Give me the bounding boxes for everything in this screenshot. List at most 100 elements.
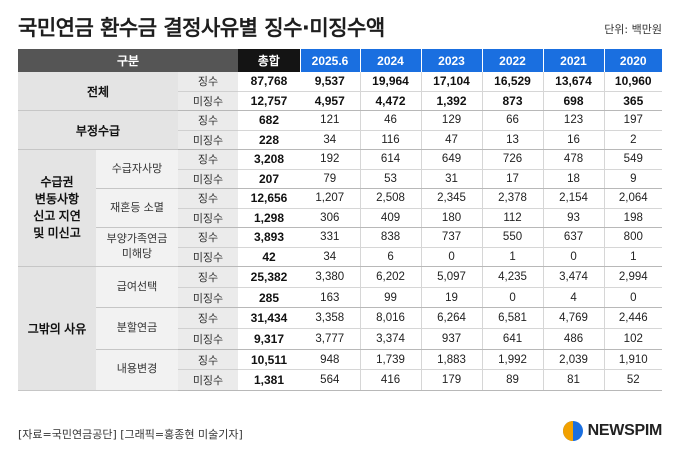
table-row: 수급권 변동사항 신고 지연 및 미신고 수급자사망 징수 3,208 192 … [18, 149, 663, 267]
value-cell: 641 [481, 328, 544, 350]
header-year: 2020 [603, 49, 663, 72]
total-cell: 42 [238, 247, 301, 267]
sub-label-content-change: 내용변경 [96, 349, 178, 392]
value-cell: 873 [481, 91, 544, 111]
total-cell: 12,757 [238, 91, 301, 111]
value-cell: 737 [420, 227, 483, 248]
total-cell: 207 [238, 169, 301, 189]
value-cell: 180 [420, 208, 483, 228]
value-cell: 486 [542, 328, 605, 350]
total-cell: 3,208 [238, 149, 301, 170]
total-cell: 682 [238, 110, 301, 131]
table-row: 부정수급 징수 682 121 46 129 66 123 197 [18, 110, 663, 150]
value-cell: 0 [481, 287, 544, 309]
table-row: 미징수 207 79 53 31 17 18 9 [18, 169, 663, 189]
value-cell: 16 [542, 130, 605, 150]
group-label-line: 및 미신고 [33, 226, 81, 240]
value-cell: 478 [542, 149, 605, 170]
value-cell: 2,446 [603, 307, 663, 330]
value-cell: 1,392 [420, 91, 483, 111]
value-cell: 31 [420, 169, 483, 189]
value-cell: 179 [420, 369, 483, 392]
value-cell: 99 [359, 287, 422, 309]
sub-label-remarriage: 재혼등 소멸 [96, 188, 178, 228]
sub-label-benefit-choice: 급여선택 [96, 266, 178, 309]
value-cell: 4,472 [359, 91, 422, 111]
sub-label-dependent: 부양가족연금 미해당 [96, 227, 178, 267]
value-cell: 19 [420, 287, 483, 309]
value-cell: 112 [481, 208, 544, 228]
value-cell: 4 [542, 287, 605, 309]
value-cell: 34 [300, 130, 361, 150]
value-cell: 10,960 [603, 72, 663, 92]
value-cell: 81 [542, 369, 605, 392]
total-cell: 10,511 [238, 349, 301, 371]
value-cell: 637 [542, 227, 605, 248]
value-cell: 121 [300, 110, 361, 131]
kind-label: 미징수 [178, 369, 239, 392]
kind-label: 미징수 [178, 208, 239, 228]
refund-table: 구분 총합 2025.6 2024 2023 2022 2021 2020 전체… [18, 49, 663, 392]
value-cell: 800 [603, 227, 663, 248]
kind-label: 미징수 [178, 328, 239, 350]
value-cell: 409 [359, 208, 422, 228]
value-cell: 3,777 [300, 328, 361, 350]
table-row: 분할연금 징수 31,434 3,358 8,016 6,264 6,581 4… [18, 307, 663, 350]
value-cell: 306 [300, 208, 361, 228]
kind-label: 징수 [178, 266, 239, 288]
value-cell: 102 [603, 328, 663, 350]
value-cell: 549 [603, 149, 663, 170]
value-cell: 6 [359, 247, 422, 267]
value-cell: 838 [359, 227, 422, 248]
value-cell: 89 [481, 369, 544, 392]
value-cell: 1,207 [300, 188, 361, 209]
value-cell: 4,769 [542, 307, 605, 330]
value-cell: 2 [603, 130, 663, 150]
kind-label: 징수 [178, 227, 239, 248]
group-label-late-report: 수급권 변동사항 신고 지연 및 미신고 [18, 149, 96, 267]
value-cell: 1,910 [603, 349, 663, 371]
sub-label-line: 미해당 [121, 248, 153, 260]
value-cell: 8,016 [359, 307, 422, 330]
table-row: 미징수 228 34 116 47 13 16 2 [18, 130, 663, 150]
newspim-logo-icon [562, 421, 583, 441]
value-cell: 698 [542, 91, 605, 111]
header-year: 2025.6 [299, 49, 361, 72]
value-cell: 416 [359, 369, 422, 392]
total-cell: 285 [238, 287, 301, 309]
table-header: 구분 총합 2025.6 2024 2023 2022 2021 2020 [18, 49, 663, 72]
value-cell: 9,537 [300, 72, 361, 92]
value-cell: 2,064 [603, 188, 663, 209]
table-row: 내용변경 징수 10,511 948 1,739 1,883 1,992 2,0… [18, 349, 663, 392]
kind-label: 징수 [178, 110, 239, 131]
table-row: 그밖의 사유 급여선택 징수 25,382 3,380 6,202 5,097 … [18, 266, 663, 392]
table-row: 미징수 9,317 3,777 3,374 937 641 486 102 [18, 328, 663, 350]
value-cell: 46 [359, 110, 422, 131]
value-cell: 1 [603, 247, 663, 267]
kind-label: 미징수 [178, 287, 239, 309]
value-cell: 3,474 [542, 266, 605, 288]
value-cell: 2,378 [481, 188, 544, 209]
value-cell: 53 [359, 169, 422, 189]
total-cell: 31,434 [238, 307, 301, 330]
group-label-line: 신고 지연 [33, 209, 81, 223]
value-cell: 365 [603, 91, 663, 111]
value-cell: 52 [603, 369, 663, 392]
header-year: 2023 [420, 49, 483, 72]
value-cell: 726 [481, 149, 544, 170]
total-cell: 25,382 [238, 266, 301, 288]
value-cell: 550 [481, 227, 544, 248]
value-cell: 0 [420, 247, 483, 267]
value-cell: 2,994 [603, 266, 663, 288]
value-cell: 93 [542, 208, 605, 228]
kind-label: 징수 [178, 188, 239, 209]
kind-label: 미징수 [178, 130, 239, 150]
kind-label: 징수 [178, 149, 239, 170]
unit-label: 단위: 백만원 [604, 23, 662, 36]
header-total: 총합 [238, 49, 301, 72]
kind-label: 징수 [178, 72, 239, 92]
value-cell: 0 [603, 287, 663, 309]
value-cell: 19,964 [359, 72, 422, 92]
value-cell: 198 [603, 208, 663, 228]
table-row: 미징수 42 34 6 0 1 0 1 [18, 247, 663, 267]
